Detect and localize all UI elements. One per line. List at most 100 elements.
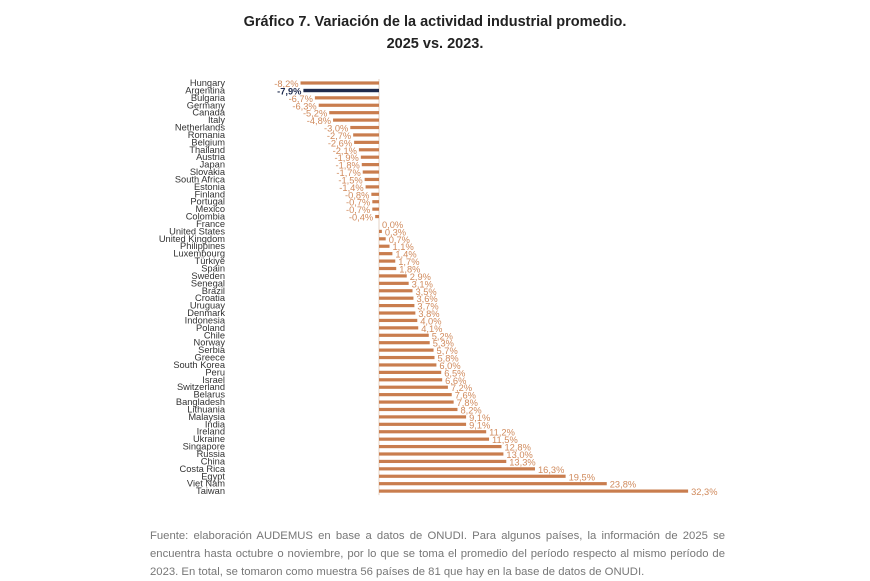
category-label: Viet Nam	[187, 479, 225, 489]
data-label: 32,3%	[691, 487, 717, 497]
data-label: 16,3%	[538, 465, 564, 475]
bar-portugal	[372, 200, 379, 204]
bar-brazil	[379, 289, 413, 293]
category-label: Senegal	[191, 278, 225, 288]
category-label: Chile	[204, 330, 225, 340]
bar-viet-nam	[379, 482, 607, 486]
bar-germany	[318, 103, 379, 107]
data-label: 7,6%	[455, 391, 476, 401]
data-label: -2,6%	[328, 138, 352, 148]
bar-finland	[371, 192, 379, 196]
category-label: Bulgaria	[191, 93, 226, 103]
bar-mexico	[372, 207, 379, 211]
data-label: -1,8%	[335, 161, 359, 171]
data-label: 0,7%	[389, 235, 410, 245]
data-label: 3,1%	[412, 279, 433, 289]
data-label: 11,5%	[492, 435, 518, 445]
category-label: Brazil	[202, 286, 225, 296]
data-label: 1,8%	[399, 265, 420, 275]
data-label: 5,2%	[432, 331, 453, 341]
chart-title: Gráfico 7. Variación de la actividad ind…	[0, 11, 870, 55]
bar-serbia	[379, 348, 434, 352]
source-note: Fuente: elaboración AUDEMUS en base a da…	[150, 530, 725, 578]
category-label: Ireland	[197, 427, 225, 437]
category-label: Egypt	[201, 471, 225, 481]
data-label: 3,6%	[416, 294, 437, 304]
bar-philippines	[379, 244, 390, 248]
data-label: -6,7%	[289, 94, 313, 104]
category-label: Singapore	[183, 442, 225, 452]
bar-spain	[379, 266, 397, 271]
bar-ireland	[379, 430, 487, 434]
bar-croatia	[379, 296, 414, 300]
bar-india	[379, 422, 467, 426]
bar-switzerland	[379, 385, 448, 389]
data-label: 8,2%	[460, 405, 481, 415]
bar-china	[379, 459, 507, 464]
data-label: 3,5%	[415, 287, 436, 297]
category-label: France	[196, 219, 225, 229]
data-label: 5,7%	[437, 346, 458, 356]
category-label: India	[205, 419, 226, 429]
data-label: -2,1%	[333, 146, 357, 156]
bar-south-africa	[364, 177, 379, 182]
bar-belgium	[354, 140, 379, 144]
bar-ukraine	[379, 437, 490, 441]
category-label: Norway	[193, 338, 225, 348]
bar-south-korea	[379, 363, 437, 367]
category-label: Bangladesh	[176, 397, 225, 407]
data-label: 1,4%	[395, 250, 416, 260]
category-label: Netherlands	[175, 123, 225, 133]
bar-norway	[379, 341, 430, 345]
bar-bangladesh	[379, 400, 454, 404]
bar-uruguay	[379, 304, 415, 308]
category-label: Slovakia	[190, 167, 226, 177]
bar-colombia	[375, 214, 379, 219]
bar-romania	[353, 133, 379, 137]
data-label: -1,7%	[336, 168, 360, 178]
category-label: Luxembourg	[173, 249, 225, 259]
data-label: 7,8%	[457, 398, 478, 408]
category-label: Romania	[188, 130, 226, 140]
category-label: Spain	[201, 264, 225, 274]
category-label: Argentina	[185, 85, 226, 95]
category-label: Austria	[196, 152, 226, 162]
data-label: -1,9%	[335, 153, 359, 163]
data-label: -0,4%	[349, 213, 373, 223]
data-label: 11,2%	[489, 428, 515, 438]
category-label: Peru	[205, 367, 225, 377]
category-label: Canada	[192, 108, 225, 118]
data-label: 1,1%	[393, 242, 414, 252]
category-label: Croatia	[195, 293, 226, 303]
data-label: -6,3%	[292, 101, 316, 111]
category-label: Estonia	[194, 182, 226, 192]
bar-chile	[379, 333, 429, 337]
bar-indonesia	[379, 318, 418, 323]
category-label: South Africa	[175, 174, 226, 184]
data-label: 12,8%	[504, 443, 530, 453]
data-label: -2,7%	[327, 131, 351, 141]
bar-united-kingdom	[379, 237, 386, 241]
category-label: Philippines	[180, 241, 225, 251]
category-label: Malaysia	[188, 412, 226, 422]
data-label: -3,0%	[324, 124, 348, 134]
data-label: 0,3%	[385, 227, 406, 237]
data-label: -4,8%	[307, 116, 331, 126]
data-label: 6,0%	[439, 361, 460, 371]
category-label: Belgium	[191, 137, 225, 147]
data-label: 4,0%	[420, 316, 441, 326]
data-label: 2,9%	[410, 272, 431, 282]
category-label: United Kingdom	[159, 234, 225, 244]
category-label: Germany	[187, 100, 226, 110]
data-label: 3,7%	[417, 302, 438, 312]
data-label: 7,2%	[451, 383, 472, 393]
category-label: South Korea	[173, 360, 226, 370]
category-label: Japan	[200, 160, 225, 170]
category-label: Israel	[202, 375, 225, 385]
category-label: Mexico	[196, 204, 225, 214]
category-label: China	[201, 456, 226, 466]
category-label: Belarus	[193, 390, 225, 400]
category-label: Thailand	[189, 145, 225, 155]
category-label: Indonesia	[185, 315, 226, 325]
bar-egypt	[379, 474, 566, 478]
